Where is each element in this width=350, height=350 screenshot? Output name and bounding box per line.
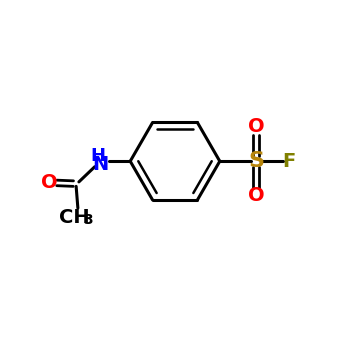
Text: O: O: [248, 186, 264, 205]
Text: 3: 3: [83, 213, 93, 227]
Text: H: H: [91, 147, 106, 166]
Text: O: O: [248, 117, 264, 136]
Text: N: N: [92, 155, 108, 174]
Text: S: S: [248, 151, 264, 171]
Text: O: O: [41, 173, 58, 193]
Text: F: F: [282, 152, 296, 171]
Text: CH: CH: [59, 208, 90, 227]
